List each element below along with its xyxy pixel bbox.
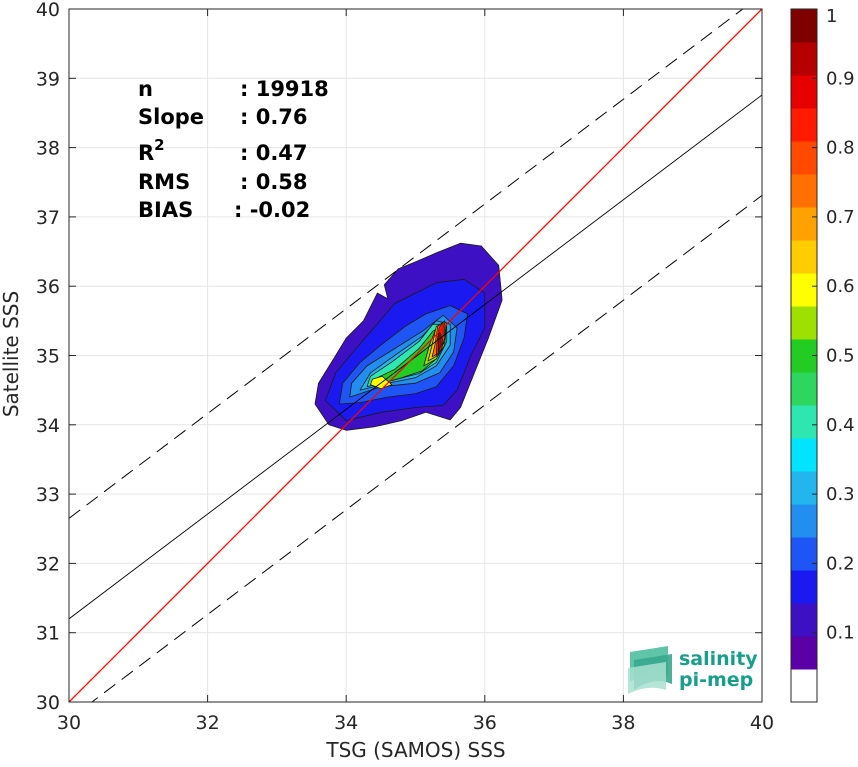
colorbar-tick-label: 0.2 [826,553,855,574]
colorbar-tick-labels: 0.1 0.2 0.3 0.4 0.5 0.6 0.7 0.8 0.9 1 [826,6,855,644]
axes [68,8,763,703]
x-tick-label: 34 [334,712,358,734]
colorbar-tick-label: 0.5 [826,346,855,367]
colorbar-segment [791,504,817,538]
colorbar-segment [791,75,817,109]
colorbar [790,8,818,703]
fit-lower-bound-line [91,195,762,702]
y-tick-label: 32 [36,553,60,575]
colorbar-tick-label: 0.4 [826,415,855,436]
colorbar-segment [791,438,817,472]
logo-wave-icon [628,646,672,694]
colorbar-segment [791,636,817,670]
y-tick-label: 39 [36,68,60,90]
colorbar-tick-label: 0.3 [826,484,855,505]
y-axis-label: Satellite SSS [0,291,23,417]
colorbar-segment [791,306,817,340]
stat-rms-label: RMS [138,170,190,194]
colorbar-segment [791,405,817,439]
stat-r2-letter: R [138,141,154,165]
y-tick-label: 33 [36,484,60,506]
colorbar-segment [791,273,817,307]
statistics-box: n : 19918 Slope : 0.76 R2 : 0.47 RMS : 0… [138,77,329,222]
y-tick-labels: 30 31 32 33 34 35 36 37 38 39 40 [36,0,60,714]
y-tick-label: 36 [36,276,60,298]
logo-text-salinity: salinity [679,648,758,670]
x-tick-label: 36 [473,712,497,734]
stat-rms-value: : 0.58 [240,170,308,194]
x-tick-label: 40 [750,712,774,734]
density-contours [314,242,503,431]
stat-n-value: : 19918 [240,77,329,101]
x-tick-labels: 30 32 34 36 38 40 [57,712,774,734]
y-tick-label: 34 [36,415,60,437]
regression-fit-line [69,94,762,620]
y-tick-label: 35 [36,346,60,368]
stat-n-label: n [138,77,153,101]
grid [68,8,763,703]
x-tick-label: 32 [196,712,220,734]
colorbar-segment [791,570,817,604]
stat-bias-value: : -0.02 [234,198,310,222]
y-tick-label: 31 [36,623,60,645]
stat-r2-label: R2 [138,136,165,165]
y-tick-label: 40 [36,0,60,21]
stat-bias-label: BIAS [138,198,193,222]
colorbar-segment [791,537,817,571]
identity-line [69,9,762,702]
stat-r2-superscript: 2 [154,136,164,154]
colorbar-tick-label: 0.8 [826,138,855,159]
salinity-pi-mep-logo: salinity pi-mep [628,646,758,694]
x-tick-label: 30 [57,712,81,734]
colorbar-tick-label: 0.6 [826,276,855,297]
colorbar-segment [791,372,817,406]
stat-r2-value: : 0.47 [240,141,308,165]
colorbar-segment [791,174,817,208]
stat-slope-label: Slope [138,105,204,129]
y-tick-label: 38 [36,138,60,160]
colorbar-segment [791,141,817,175]
colorbar-segment [791,207,817,241]
colorbar-segment [791,42,817,76]
x-tick-label: 38 [611,712,635,734]
y-tick-label: 37 [36,207,60,229]
x-axis-label: TSG (SAMOS) SSS [325,738,505,762]
fit-upper-bound-line [69,9,744,519]
logo-text-pi-mep: pi-mep [679,669,753,691]
colorbar-tick-label: 0.7 [826,207,855,228]
colorbar-segment [791,108,817,142]
colorbar-segment [791,603,817,637]
colorbar-tick-label: 1 [826,6,837,27]
colorbar-segment [791,471,817,505]
density-contour [438,330,442,353]
regression-lines [69,9,762,702]
colorbar-tick-label: 0.1 [826,623,855,644]
y-tick-label: 30 [36,692,60,714]
colorbar-segment [791,669,817,703]
colorbar-segment [791,240,817,274]
colorbar-segment [791,9,817,43]
colorbar-tick-label: 0.9 [826,68,855,89]
stat-slope-value: : 0.76 [240,105,308,129]
